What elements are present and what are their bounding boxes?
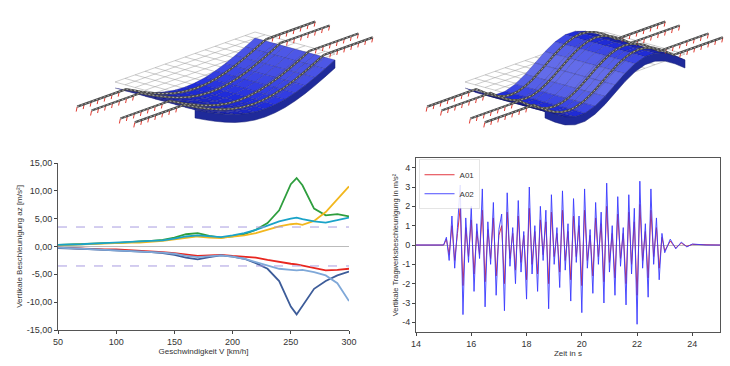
svg-text:-4: -4 xyxy=(402,317,410,327)
svg-text:5,00: 5,00 xyxy=(35,214,53,224)
svg-text:4: 4 xyxy=(405,163,410,173)
svg-text:-1: -1 xyxy=(402,259,410,269)
svg-text:24: 24 xyxy=(687,339,697,349)
svg-text:150: 150 xyxy=(167,337,182,347)
svg-text:Vertikale Tragwerksbeschleunig: Vertikale Tragwerksbeschleunigung in m/s… xyxy=(391,173,400,316)
svg-text:0,00: 0,00 xyxy=(35,242,53,252)
svg-text:16: 16 xyxy=(466,339,476,349)
svg-text:200: 200 xyxy=(225,337,240,347)
svg-text:22: 22 xyxy=(632,339,642,349)
svg-text:Zeit in s: Zeit in s xyxy=(554,349,582,358)
svg-text:10,00: 10,00 xyxy=(30,186,53,196)
svg-text:Geschwindigkeit V [km/h]: Geschwindigkeit V [km/h] xyxy=(159,347,249,356)
svg-text:-5,00: -5,00 xyxy=(32,269,53,279)
svg-text:-3: -3 xyxy=(402,298,410,308)
svg-text:A02: A02 xyxy=(460,190,475,199)
svg-text:20: 20 xyxy=(577,339,587,349)
svg-text:50: 50 xyxy=(53,337,63,347)
svg-text:15,00: 15,00 xyxy=(30,158,53,168)
svg-text:1: 1 xyxy=(405,221,410,231)
svg-text:3: 3 xyxy=(405,182,410,192)
svg-text:-2: -2 xyxy=(402,279,410,289)
svg-text:18: 18 xyxy=(522,339,532,349)
svg-text:2: 2 xyxy=(405,201,410,211)
svg-text:14: 14 xyxy=(411,339,421,349)
svg-text:0: 0 xyxy=(405,240,410,250)
svg-text:A01: A01 xyxy=(460,171,475,180)
svg-text:100: 100 xyxy=(109,337,124,347)
svg-text:-10,00: -10,00 xyxy=(27,297,53,307)
svg-text:300: 300 xyxy=(341,337,356,347)
svg-text:-15,00: -15,00 xyxy=(27,325,53,335)
svg-text:250: 250 xyxy=(283,337,298,347)
svg-text:Vertikale Beschleunigung az [m: Vertikale Beschleunigung az [m/s²] xyxy=(15,185,24,308)
